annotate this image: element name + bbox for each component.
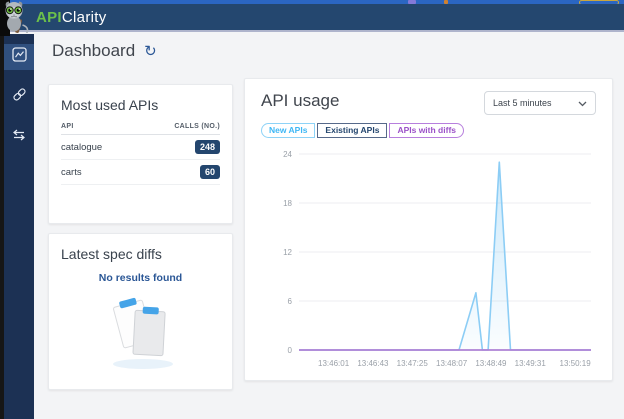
sidebar (4, 34, 34, 419)
svg-text:13:48:49: 13:48:49 (475, 359, 507, 368)
time-range-value: Last 5 minutes (493, 98, 552, 108)
api-usage-card: API usage Last 5 minutes New APIs Existi… (244, 78, 613, 381)
svg-text:13:46:43: 13:46:43 (357, 359, 389, 368)
table-row[interactable]: carts 60 (61, 160, 220, 185)
table-row[interactable]: catalogue 248 (61, 135, 220, 160)
svg-text:18: 18 (283, 199, 292, 208)
column-calls: CALLS (NO.) (174, 123, 220, 130)
window-corner (0, 0, 10, 36)
svg-text:13:49:31: 13:49:31 (515, 359, 547, 368)
chart-legend: New APIs Existing APIs APIs with diffs (261, 123, 596, 138)
app-header: APIClarity (4, 4, 624, 32)
sidebar-item-dashboard[interactable] (4, 44, 34, 70)
table-header: API CALLS (NO.) (61, 123, 220, 135)
browser-mini-icon (408, 0, 416, 4)
dashboard-icon (11, 47, 27, 67)
brand-clarity-text: Clarity (61, 8, 107, 26)
card-title: Most used APIs (61, 97, 159, 113)
svg-text:13:46:01: 13:46:01 (318, 359, 350, 368)
column-api: API (61, 123, 74, 130)
api-name: catalogue (61, 141, 103, 153)
calls-badge: 60 (199, 165, 220, 179)
sidebar-item-apis[interactable] (4, 84, 34, 110)
svg-text:13:47:25: 13:47:25 (397, 359, 429, 368)
clipboards-illustration (61, 292, 220, 377)
link-icon (12, 87, 27, 107)
card-title: Latest spec diffs (61, 246, 162, 262)
browser-mini-icon (444, 0, 448, 4)
legend-pill-apis-with-diffs[interactable]: APIs with diffs (389, 123, 464, 138)
api-name: carts (61, 166, 82, 178)
most-used-apis-card: Most used APIs API CALLS (NO.) catalogue… (48, 84, 233, 224)
tarsier-mascot-icon (1, 0, 31, 38)
window-edge (0, 0, 4, 419)
legend-pill-existing-apis[interactable]: Existing APIs (317, 123, 388, 138)
latest-spec-diffs-card: Latest spec diffs No results found (48, 233, 233, 390)
page-title: Dashboard (52, 41, 136, 60)
legend-pill-new-apis[interactable]: New APIs (261, 123, 316, 138)
page-title-row: Dashboard ↻ (52, 41, 157, 61)
brand-api-text: API (36, 8, 62, 26)
svg-text:0: 0 (288, 346, 293, 355)
card-title: API usage (261, 91, 340, 110)
apiclarity-logo[interactable]: APIClarity (36, 9, 107, 26)
chevron-down-icon (578, 94, 587, 112)
svg-text:12: 12 (283, 248, 292, 257)
empty-state-message: No results found (98, 272, 183, 284)
svg-text:24: 24 (283, 150, 292, 159)
svg-text:13:48:07: 13:48:07 (436, 359, 468, 368)
time-range-select[interactable]: Last 5 minutes (484, 91, 596, 115)
calls-badge: 248 (194, 140, 220, 154)
api-usage-chart: 0 6 12 18 24 13:46:01 13:46:43 13:47:25 13:48:07… (261, 142, 596, 379)
svg-text:13:50:19: 13:50:19 (560, 359, 592, 368)
refresh-icon[interactable]: ↻ (144, 42, 157, 60)
double-arrow-icon (11, 128, 27, 146)
svg-text:6: 6 (288, 297, 293, 306)
sidebar-item-traffic[interactable] (4, 124, 34, 150)
